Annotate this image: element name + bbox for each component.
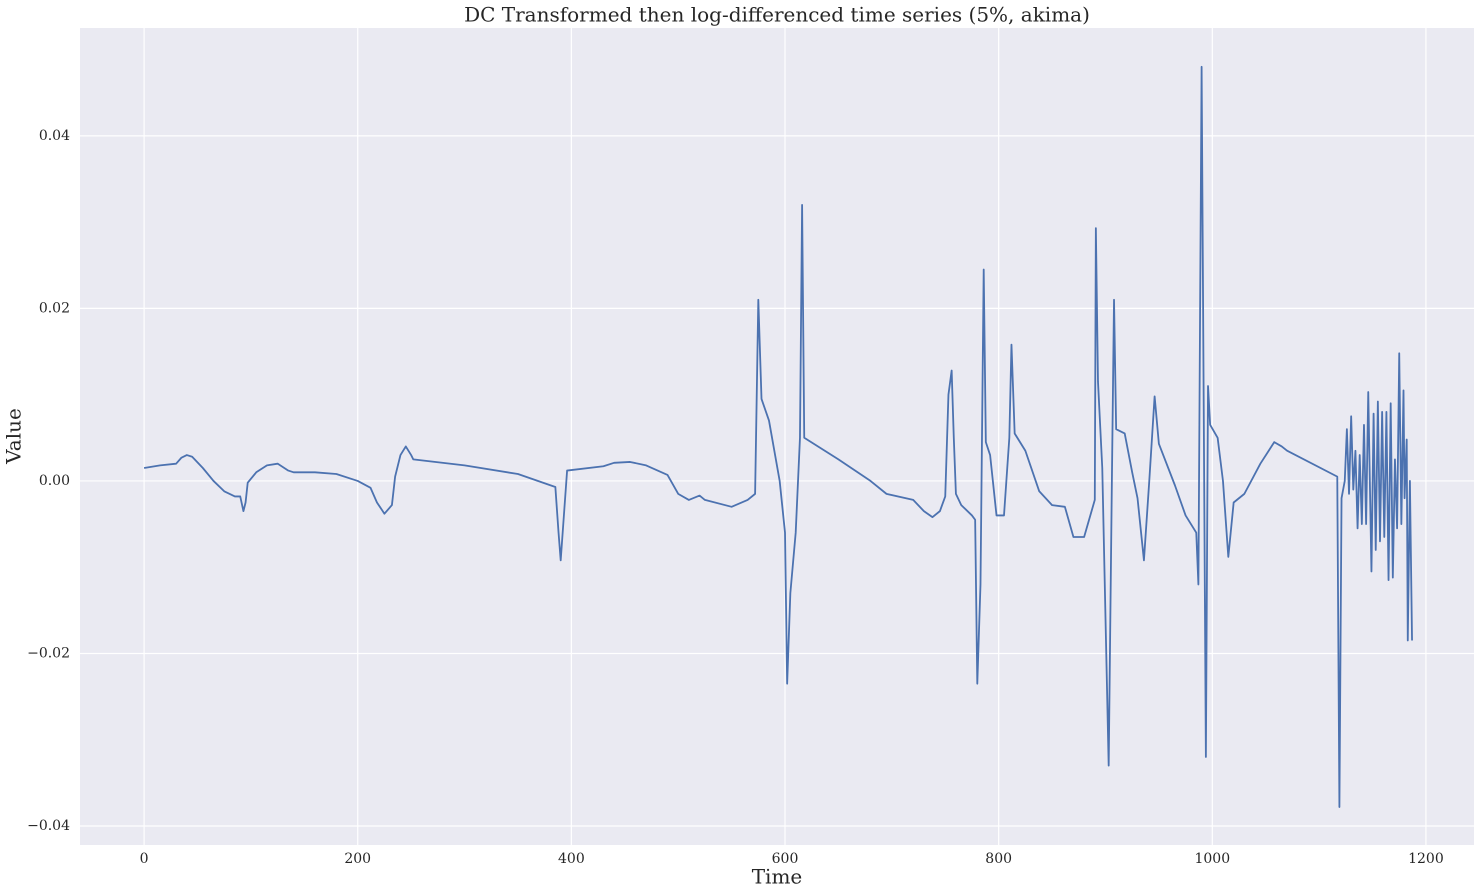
chart-title: DC Transformed then log-differenced time… bbox=[464, 3, 1090, 27]
y-tick-label: 0.02 bbox=[39, 300, 70, 316]
y-tick-label: −0.04 bbox=[27, 818, 70, 834]
data-line bbox=[143, 65, 1413, 808]
plot-area bbox=[80, 28, 1474, 845]
x-tick-label: 400 bbox=[558, 851, 585, 867]
x-tick-label: 600 bbox=[772, 851, 799, 867]
x-axis-label: Time bbox=[752, 865, 803, 889]
y-tick-label: 0.00 bbox=[39, 473, 70, 489]
y-tick-label: 0.04 bbox=[39, 128, 70, 144]
x-tick-label: 0 bbox=[140, 851, 149, 867]
y-axis-label: Value bbox=[2, 408, 26, 465]
x-tick-label: 1200 bbox=[1408, 851, 1444, 867]
x-tick-label: 1000 bbox=[1194, 851, 1230, 867]
x-tick-label: 200 bbox=[344, 851, 371, 867]
x-tick-label: 800 bbox=[985, 851, 1012, 867]
y-tick-label: −0.02 bbox=[27, 645, 70, 661]
